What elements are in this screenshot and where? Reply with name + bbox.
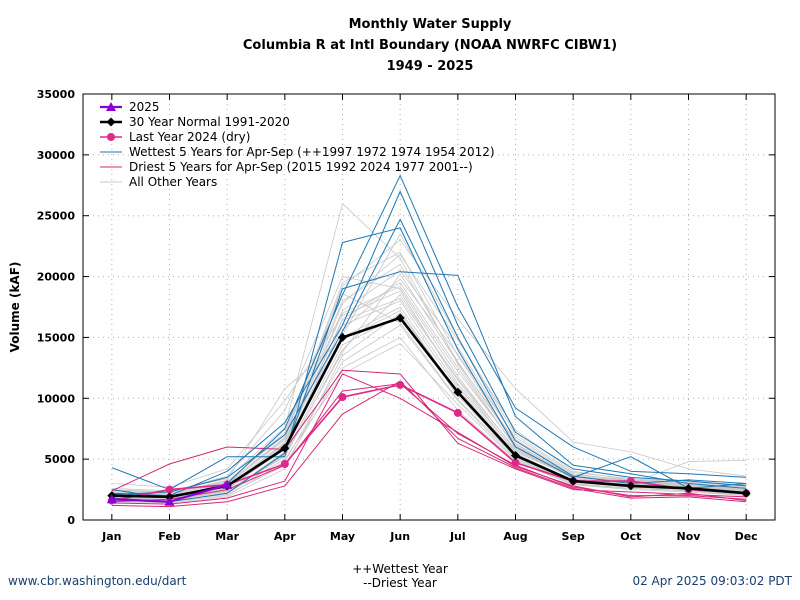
footer-notes: ++Wettest Year --Driest Year [0,562,800,590]
y-tick-label: 15000 [37,331,76,344]
x-tick-label: Apr [274,530,296,543]
x-tick-label: Aug [503,530,527,543]
y-tick-label: 35000 [37,88,76,101]
chart-title: Monthly Water Supply [348,17,512,32]
last-year-point [280,460,289,469]
legend-label: Wettest 5 Years for Apr-Sep (++1997 1972… [129,145,495,159]
last-year-point [338,393,347,402]
footer-timestamp: 02 Apr 2025 09:03:02 PDT [632,574,792,588]
normal-point [568,476,578,486]
x-tick-label: Feb [158,530,181,543]
current-year-point [222,479,233,489]
normal-point [741,488,751,498]
x-tick-label: Nov [677,530,702,543]
footer-website: www.cbr.washington.edu/dart [8,574,187,588]
plot-frame [82,93,776,521]
current-year-point [106,494,117,504]
other-year-line [111,263,747,494]
legend-marker [107,133,115,141]
legend-label: Last Year 2024 (dry) [129,130,250,144]
current-year-point [164,496,175,506]
y-tick-label: 20000 [37,271,76,284]
x-tick-label: Jun [389,530,410,543]
other-year-line [111,254,747,498]
other-year-line [111,293,747,495]
normal-point [395,313,405,323]
y-tick-label: 25000 [37,210,76,223]
x-tick-label: May [330,530,355,543]
driest-year-line [111,383,747,503]
last-year-point [453,408,462,417]
wettest-year-line [111,271,747,503]
other-year-line [111,343,747,503]
last-year-point [165,485,174,494]
last-year-point [396,380,405,389]
normal-point [684,483,693,493]
wettest-year-line [111,227,747,491]
other-year-line [111,310,747,495]
chart-title-block: Monthly Water Supply Columbia R at Intl … [0,14,800,77]
driest-year-line [111,373,747,505]
y-tick-label: 5000 [44,453,75,466]
x-tick-label: Sep [562,530,585,543]
y-tick-label: 0 [67,514,75,527]
wettest-year-line [111,190,747,497]
x-tick-label: Mar [215,530,239,543]
legend-marker [106,102,116,111]
footer-driest-note: --Driest Year [363,576,437,590]
driest-year-line [111,369,747,498]
last-year-point [626,477,635,486]
chart-subtitle: Columbia R at Intl Boundary (NOAA NWRFC … [242,38,618,53]
x-tick-label: Dec [735,530,758,543]
legend-label: 2025 [129,100,160,114]
y-axis-label: Volume (kAF) [8,262,22,353]
legend-marker [106,117,116,127]
legend-label: 30 Year Normal 1991-2020 [129,115,290,129]
chart-period: 1949 - 2025 [386,59,474,74]
normal-point [280,443,290,453]
last-year-point [511,458,520,467]
x-tick-label: Jan [101,530,121,543]
y-tick-label: 30000 [37,149,76,162]
driest-year-line [111,380,747,508]
normal-point [338,332,347,342]
other-year-line [111,282,747,498]
x-tick-label: Oct [620,530,641,543]
footer-wettest-note: ++Wettest Year [352,562,448,576]
normal-line [111,316,747,499]
other-year-line [111,273,747,501]
x-tick-label: Jul [449,530,466,543]
other-year-line [111,306,747,500]
other-year-line [111,298,747,500]
normal-point [511,450,520,460]
legend-label: All Other Years [129,175,217,189]
legend-label: Driest 5 Years for Apr-Sep (2015 1992 20… [129,160,473,174]
normal-point [453,387,463,397]
y-tick-label: 10000 [37,392,76,405]
normal-point [626,481,636,491]
last-year-line [111,384,747,502]
